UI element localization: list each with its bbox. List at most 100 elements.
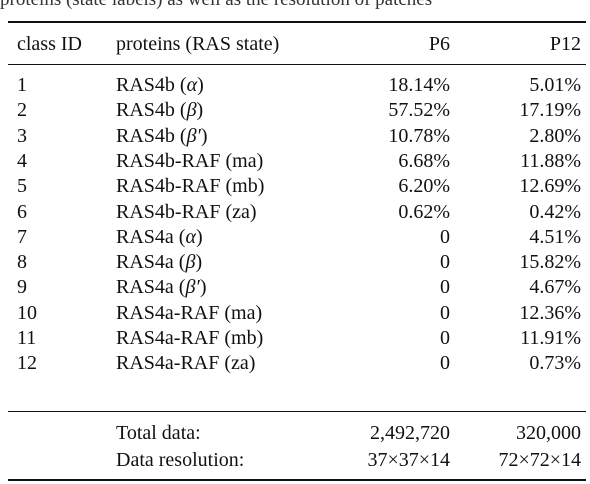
class-id-cell: 8: [17, 251, 27, 273]
table-row: 9 RAS4a (β′) 0 4.67%: [0, 276, 590, 298]
protein-cell: RAS4a-RAF (ma): [116, 302, 262, 324]
protein-cell: RAS4b (β′): [116, 125, 208, 147]
class-id-cell: 11: [17, 327, 37, 349]
p12-cell: 17.19%: [519, 99, 581, 121]
state-close-paren: ): [256, 327, 264, 349]
summary-rule: [8, 411, 586, 412]
ras-state: za: [232, 201, 250, 223]
protein-name: RAS4b-RAF: [116, 150, 221, 172]
protein-name: RAS4a-RAF: [116, 302, 220, 324]
data-resolution-label: Data resolution:: [116, 449, 245, 471]
p12-cell: 0.42%: [529, 201, 581, 223]
p6-cell: 0: [440, 327, 450, 349]
p12-cell: 0.73%: [529, 352, 581, 374]
protein-cell: RAS4a (β): [116, 251, 202, 273]
table-row: 4 RAS4b-RAF (ma) 6.68% 11.88%: [0, 150, 590, 172]
data-resolution-p6: 37×37×14: [367, 449, 450, 471]
class-id-cell: 1: [17, 74, 27, 96]
state-open-paren: (: [173, 276, 186, 298]
protein-name: RAS4b-RAF: [116, 175, 221, 197]
protein-cell: RAS4a-RAF (mb): [116, 327, 263, 349]
protein-cell: RAS4b-RAF (za): [116, 201, 257, 223]
data-resolution-p12: 72×72×14: [498, 449, 581, 471]
p12-cell: 2.80%: [529, 125, 581, 147]
p12-cell: 4.67%: [529, 276, 581, 298]
state-close-paren: ): [257, 175, 265, 197]
class-id-cell: 6: [17, 201, 27, 223]
state-open-paren: (: [220, 201, 233, 223]
p12-cell: 15.82%: [519, 251, 581, 273]
p12-cell: 5.01%: [529, 74, 581, 96]
state-close-paren: ): [197, 74, 204, 96]
protein-name: RAS4b: [116, 74, 175, 96]
ras-state: mb: [231, 327, 257, 349]
ras-state: α: [185, 226, 196, 248]
p12-cell: 11.91%: [520, 327, 581, 349]
state-close-paren: ): [195, 251, 203, 273]
ras-state: β′: [185, 276, 200, 298]
protein-name: RAS4b: [116, 125, 175, 147]
protein-name: RAS4a: [116, 226, 174, 248]
p6-cell: 18.14%: [388, 74, 450, 96]
ras-state: za: [231, 352, 249, 374]
protein-cell: RAS4a-RAF (za): [116, 352, 255, 374]
p12-cell: 12.36%: [519, 302, 581, 324]
ras-state: β′: [186, 125, 201, 147]
header-p6: P6: [428, 33, 450, 55]
class-id-cell: 3: [17, 125, 27, 147]
table-row: 10 RAS4a-RAF (ma) 0 12.36%: [0, 302, 590, 324]
class-id-cell: 12: [17, 352, 37, 374]
table-row: 6 RAS4b-RAF (za) 0.62% 0.42%: [0, 201, 590, 223]
caption-fragment: proteins (state labels) as well as the r…: [0, 0, 590, 11]
state-open-paren: (: [220, 150, 233, 172]
state-open-paren: (: [219, 302, 232, 324]
protein-name: RAS4a-RAF: [116, 327, 220, 349]
ras-state: ma: [232, 150, 257, 172]
state-close-paren: ): [249, 201, 257, 223]
table-row: 8 RAS4a (β) 0 15.82%: [0, 251, 590, 273]
state-open-paren: (: [174, 99, 187, 121]
protein-cell: RAS4a (α): [116, 226, 203, 248]
header-proteins: proteins (RAS state): [116, 33, 280, 55]
total-data-label: Total data:: [116, 422, 201, 444]
table-row: 11 RAS4a-RAF (mb) 0 11.91%: [0, 327, 590, 349]
table-row: 2 RAS4b (β) 57.52% 17.19%: [0, 99, 590, 121]
state-open-paren: (: [219, 327, 232, 349]
table-row: 5 RAS4b-RAF (mb) 6.20% 12.69%: [0, 175, 590, 197]
table-row: 1 RAS4b (α) 18.14% 5.01%: [0, 74, 590, 96]
protein-cell: RAS4a (β′): [116, 276, 206, 298]
state-close-paren: ): [199, 276, 207, 298]
data-resolution-row: Data resolution: 37×37×14 72×72×14: [0, 449, 590, 471]
protein-cell: RAS4b-RAF (mb): [116, 175, 264, 197]
state-close-paren: ): [196, 99, 204, 121]
state-open-paren: (: [220, 175, 233, 197]
ras-state: ma: [231, 302, 256, 324]
protein-name: RAS4a: [116, 276, 174, 298]
p12-cell: 4.51%: [529, 226, 581, 248]
top-rule: [8, 21, 586, 23]
class-id-cell: 10: [17, 302, 37, 324]
header-p12: P12: [549, 33, 581, 55]
class-id-cell: 2: [17, 99, 27, 121]
p6-cell: 10.78%: [388, 125, 450, 147]
total-data-p12: 320,000: [516, 422, 581, 444]
state-close-paren: ): [256, 150, 264, 172]
state-open-paren: (: [174, 125, 187, 147]
state-open-paren: (: [173, 251, 186, 273]
p6-cell: 0: [440, 276, 450, 298]
p12-cell: 12.69%: [519, 175, 581, 197]
table-row: 12 RAS4a-RAF (za) 0 0.73%: [0, 352, 590, 374]
protein-cell: RAS4b (β): [116, 99, 203, 121]
p6-cell: 0.62%: [398, 201, 450, 223]
state-open-paren: (: [173, 226, 186, 248]
ras-state: β: [185, 251, 196, 273]
class-id-cell: 5: [17, 175, 27, 197]
p12-cell: 11.88%: [520, 150, 581, 172]
protein-name: RAS4a: [116, 251, 174, 273]
p6-cell: 0: [440, 352, 450, 374]
total-data-row: Total data: 2,492,720 320,000: [0, 422, 590, 444]
p6-cell: 0: [440, 251, 450, 273]
protein-name: RAS4a-RAF: [116, 352, 220, 374]
p6-cell: 0: [440, 226, 450, 248]
protein-cell: RAS4b-RAF (ma): [116, 150, 263, 172]
